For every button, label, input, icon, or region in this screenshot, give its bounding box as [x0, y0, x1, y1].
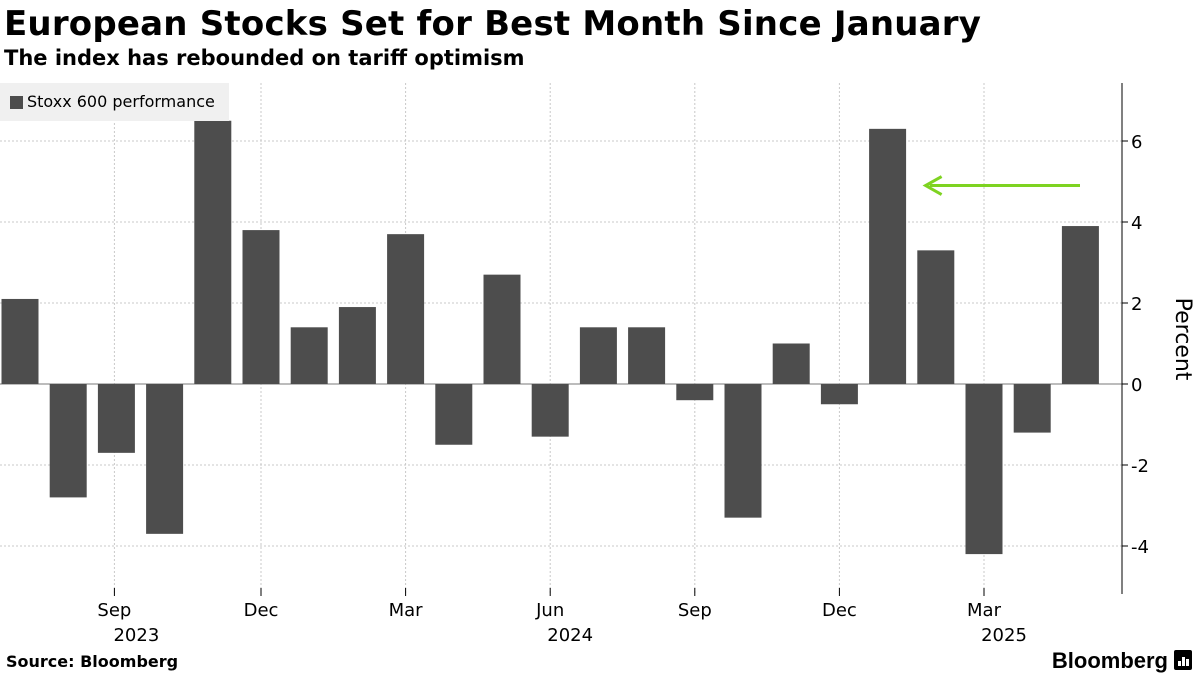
x-year-label: 2023 [113, 625, 159, 646]
bar [917, 250, 955, 384]
bar [146, 384, 184, 534]
x-year-label: 2024 [547, 625, 593, 646]
legend-swatch [10, 96, 23, 109]
bar [628, 327, 666, 384]
bar [724, 384, 762, 518]
source-note: Source: Bloomberg [6, 652, 179, 671]
y-tick-label: 0 [1131, 375, 1142, 396]
bar [290, 327, 328, 384]
bar [772, 343, 810, 384]
annotation-arrow-head [922, 175, 943, 196]
y-tick-label: 4 [1131, 213, 1142, 234]
bar [483, 274, 521, 384]
bar [531, 384, 569, 437]
x-tick-label: Jun [535, 600, 564, 621]
bar [242, 230, 280, 384]
y-tick-label: 2 [1131, 294, 1142, 315]
chart-title: European Stocks Set for Best Month Since… [4, 4, 982, 44]
bar [97, 384, 135, 453]
bar [1013, 384, 1051, 433]
x-tick-label: Mar [389, 600, 424, 621]
bar [435, 384, 473, 445]
y-tick-label: 6 [1131, 132, 1142, 153]
x-tick-label: Sep [678, 600, 712, 621]
y-tick-label: -2 [1131, 456, 1149, 477]
bar [1061, 226, 1099, 384]
bar [387, 234, 425, 384]
bar [820, 384, 858, 405]
x-tick-label: Mar [967, 600, 1002, 621]
y-axis: 6 4 2 0 -2 -4 Percent [1121, 83, 1195, 594]
bars [1, 120, 1099, 555]
bar [965, 384, 1003, 555]
legend: Stoxx 600 performance [0, 83, 229, 121]
x-year-label: 2025 [981, 625, 1027, 646]
y-tick-label: -4 [1131, 537, 1149, 558]
bar [579, 327, 617, 384]
legend-label: Stoxx 600 performance [27, 92, 215, 111]
bar [194, 120, 232, 384]
x-tick-label: Dec [822, 600, 857, 621]
x-tick-label: Dec [244, 600, 279, 621]
bar [869, 128, 907, 384]
x-tick-label: Sep [97, 600, 131, 621]
bar [338, 307, 376, 384]
bloomberg-terminal-icon [1174, 650, 1192, 670]
bar [676, 384, 714, 401]
brand-logo: Bloomberg [1051, 648, 1168, 673]
y-axis-title: Percent [1170, 298, 1195, 381]
bar [1, 298, 39, 384]
annotations [922, 175, 1080, 196]
chart-subtitle: The index has rebounded on tariff optimi… [4, 46, 525, 70]
bar [49, 384, 87, 498]
x-axis: Sep Dec Mar Jun Sep Dec Mar 2023 2024 2025 [97, 588, 1027, 646]
